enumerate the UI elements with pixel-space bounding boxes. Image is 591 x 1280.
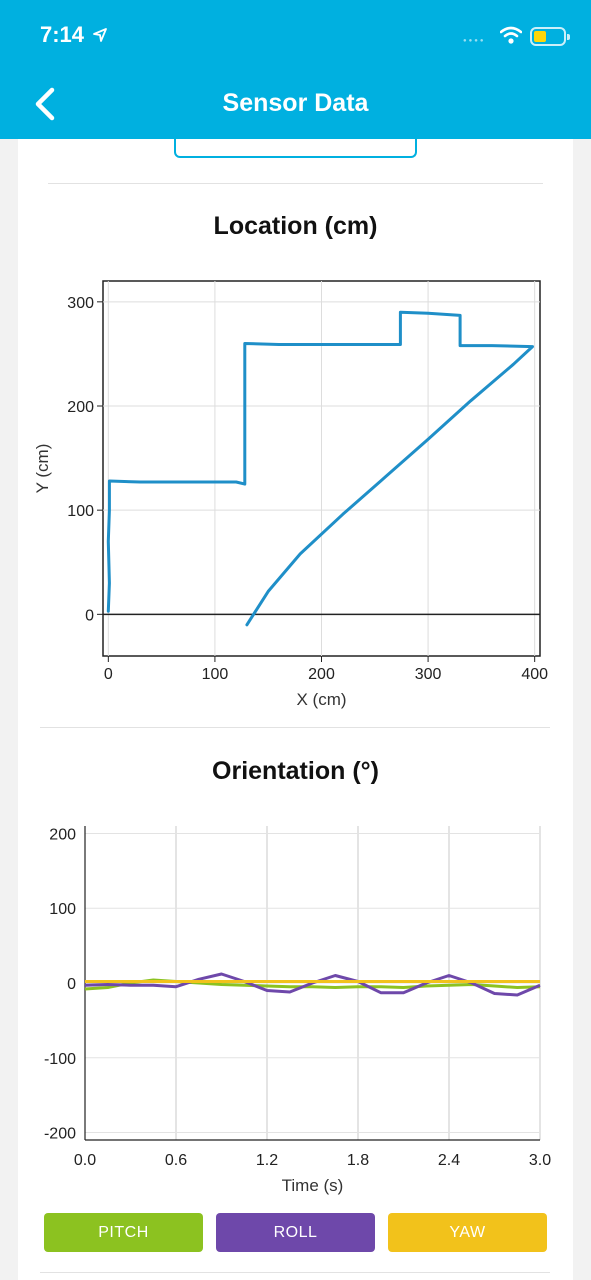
x-tick-label: 2.4 — [438, 1152, 460, 1169]
yaw-toggle-button[interactable]: YAW — [388, 1213, 547, 1252]
x-tick-label: 100 — [202, 666, 229, 683]
x-tick-label: 300 — [415, 666, 442, 683]
y-tick-label: 100 — [67, 503, 94, 520]
divider — [48, 183, 543, 184]
data-panel-box — [174, 139, 417, 158]
orientation-chart: 0.0 0.6 1.2 1.8 2.4 3.0 200 100 0 -100 -200 Time (s… — [44, 826, 551, 1195]
y-tick-label: 200 — [49, 826, 76, 843]
y-axis-label: Y (cm) — [33, 444, 52, 494]
x-tick-label: 0.6 — [165, 1152, 187, 1169]
x-tick-label: 3.0 — [529, 1152, 551, 1169]
x-tick-label: 1.8 — [347, 1152, 369, 1169]
roll-toggle-button[interactable]: ROLL — [216, 1213, 375, 1252]
cellular-signal-icon: ●●●● — [463, 38, 486, 44]
back-chevron-icon[interactable] — [30, 86, 62, 122]
wifi-icon — [500, 26, 522, 44]
y-tick-label: 0 — [85, 607, 94, 624]
y-tick-label: -100 — [44, 1051, 76, 1068]
x-tick-label: 0 — [104, 666, 113, 683]
divider — [40, 1272, 550, 1273]
y-tick-label: 100 — [49, 901, 76, 918]
location-arrow-icon — [93, 28, 107, 42]
y-tick-label: 300 — [67, 295, 94, 312]
location-path-line — [106, 310, 534, 627]
x-tick-label: 200 — [308, 666, 335, 683]
pitch-toggle-button[interactable]: PITCH — [44, 1213, 203, 1252]
x-tick-label: 400 — [521, 666, 548, 683]
x-axis-label: Time (s) — [282, 1176, 344, 1195]
y-tick-label: 0 — [67, 976, 76, 993]
y-tick-label: 200 — [67, 399, 94, 416]
divider — [40, 727, 550, 728]
page-title: Sensor Data — [222, 89, 369, 117]
x-axis-label: X (cm) — [296, 690, 346, 709]
orientation-chart-title: Orientation (°) — [212, 757, 379, 785]
x-tick-label: 1.2 — [256, 1152, 278, 1169]
roll-series-line — [84, 972, 541, 997]
battery-icon — [530, 27, 570, 46]
x-tick-label: 0.0 — [74, 1152, 96, 1169]
location-chart-title: Location (cm) — [213, 212, 378, 240]
y-tick-label: -200 — [44, 1126, 76, 1143]
status-time: 7:14 — [40, 22, 85, 47]
location-chart: 0 100 200 300 400 0 100 200 300 X (cm) Y (cm) — [33, 280, 548, 709]
app-header: 7:14 ●●●● Sensor Data — [0, 0, 591, 139]
